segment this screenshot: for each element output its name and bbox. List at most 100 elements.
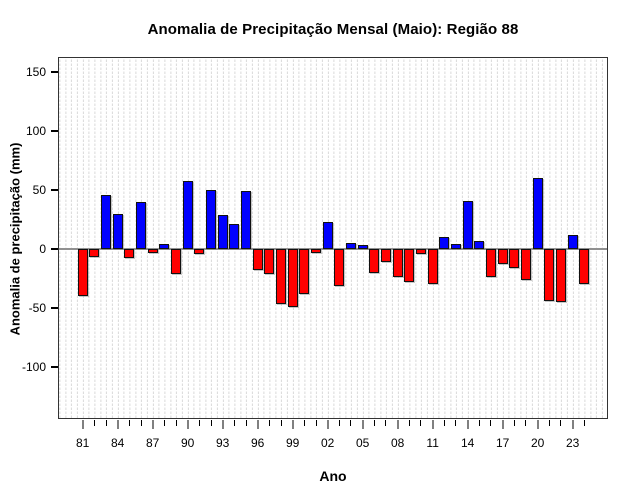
x-tick-2014 — [466, 420, 469, 429]
bar-1990 — [182, 180, 193, 249]
bar-2022 — [555, 249, 566, 303]
x-tick-label-1987: 87 — [146, 436, 160, 450]
x-tick-1985 — [128, 420, 130, 426]
bar-2010 — [415, 249, 426, 254]
bar-2009 — [404, 249, 415, 283]
x-tick-label-2014: 14 — [460, 436, 475, 450]
x-tick-label-2011: 11 — [426, 436, 439, 450]
y-tick-label--100: -100 — [21, 359, 46, 374]
chart-title: Anomalia de Precipitação Mensal (Maio): … — [147, 21, 519, 38]
x-tick-label-1990: 90 — [180, 436, 195, 450]
x-tick-label-1999: 99 — [285, 436, 300, 450]
bar-2019 — [520, 249, 531, 280]
bar-2014 — [462, 200, 473, 249]
bar-2008 — [392, 249, 403, 278]
bar-1984 — [112, 213, 123, 249]
x-tick-label-1996: 96 — [250, 436, 265, 450]
bar-2012 — [439, 237, 450, 249]
bar-1992 — [206, 190, 216, 249]
x-tick-label-2002: 02 — [320, 436, 335, 450]
bar-1996 — [252, 249, 263, 271]
x-tick-2012 — [443, 420, 445, 426]
bar-1987 — [147, 249, 158, 253]
bar-1994 — [229, 224, 240, 249]
bar-2016 — [485, 249, 496, 278]
x-tick-2015 — [478, 420, 480, 426]
bar-2017 — [497, 249, 508, 265]
y-tick-100 — [51, 130, 58, 132]
bar-1986 — [136, 201, 147, 249]
bar-2006 — [369, 249, 380, 273]
x-tick-2023 — [571, 420, 574, 429]
x-tick-1990 — [186, 420, 189, 429]
bar-2002 — [322, 221, 333, 249]
bar-1988 — [159, 244, 170, 249]
y-tick--100 — [51, 366, 58, 368]
x-tick-1998 — [280, 420, 282, 426]
x-tick-2010 — [420, 420, 422, 426]
x-tick-1996 — [256, 420, 259, 429]
x-tick-2018 — [513, 420, 515, 426]
x-tick-1995 — [245, 420, 247, 426]
x-tick-1982 — [93, 420, 95, 426]
x-tick-label-1984: 84 — [111, 436, 125, 450]
x-tick-2011 — [431, 420, 434, 429]
x-tick-2000 — [303, 420, 305, 426]
plot-area — [58, 57, 608, 419]
bar-2021 — [544, 249, 555, 301]
x-tick-2021 — [548, 420, 550, 426]
x-tick-1988 — [163, 420, 165, 426]
x-tick-2016 — [490, 420, 492, 426]
y-tick-150 — [51, 71, 58, 73]
x-tick-2005 — [361, 420, 364, 429]
bar-2013 — [450, 244, 461, 249]
x-tick-2019 — [525, 420, 527, 426]
x-tick-2003 — [338, 420, 340, 426]
y-tick--50 — [51, 307, 58, 309]
bar-2001 — [311, 249, 321, 253]
x-axis-label: Ano — [319, 468, 347, 484]
x-tick-1986 — [140, 420, 142, 426]
bar-1997 — [264, 249, 275, 274]
bar-2015 — [474, 240, 485, 249]
x-tick-2007 — [385, 420, 387, 426]
bar-2007 — [380, 249, 391, 262]
bar-1985 — [124, 249, 135, 259]
bar-1999 — [287, 249, 298, 307]
bar-2024 — [579, 249, 590, 285]
x-tick-2008 — [396, 420, 399, 429]
bar-1981 — [77, 249, 88, 297]
bar-2023 — [567, 234, 578, 249]
y-tick-50 — [51, 189, 58, 191]
bar-1989 — [171, 249, 182, 274]
bar-1993 — [217, 214, 228, 249]
x-tick-2004 — [350, 420, 352, 426]
x-tick-2020 — [536, 420, 539, 429]
x-tick-2022 — [560, 420, 562, 426]
bar-2004 — [345, 243, 356, 249]
x-tick-2024 — [583, 420, 585, 426]
bar-2005 — [357, 245, 368, 249]
x-tick-1993 — [221, 420, 224, 429]
x-tick-1989 — [175, 420, 177, 426]
x-tick-1983 — [105, 420, 107, 426]
x-tick-2013 — [455, 420, 457, 426]
x-tick-2009 — [408, 420, 410, 426]
y-axis-label: Anomalia de precipitação (mm) — [7, 142, 23, 336]
x-tick-label-2020: 20 — [530, 436, 545, 450]
x-tick-2006 — [373, 420, 375, 426]
x-tick-label-2008: 08 — [390, 436, 405, 450]
bar-1998 — [276, 249, 286, 305]
zero-line — [59, 248, 607, 250]
x-tick-label-2023: 23 — [565, 436, 580, 450]
x-tick-1987 — [151, 420, 154, 429]
y-tick-0 — [51, 248, 58, 250]
x-tick-2002 — [326, 420, 329, 429]
x-tick-1999 — [291, 420, 294, 429]
x-tick-label-2017: 17 — [495, 436, 510, 450]
x-tick-2001 — [315, 420, 317, 426]
x-tick-1991 — [198, 420, 200, 426]
bar-1995 — [241, 191, 251, 249]
bar-2020 — [532, 178, 543, 249]
